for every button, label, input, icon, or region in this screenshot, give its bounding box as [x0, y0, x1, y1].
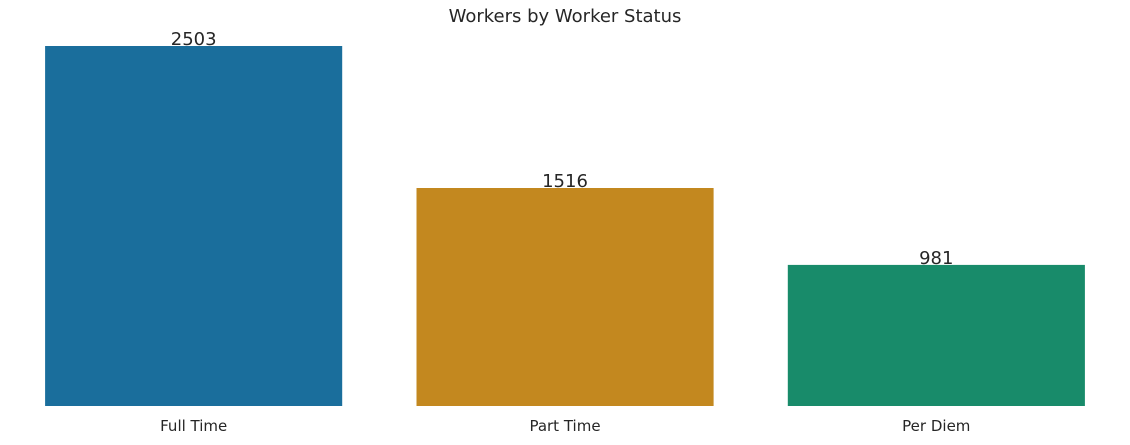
bar-full-time — [45, 46, 343, 406]
data-labels-layer: 2503 1516 981 — [171, 29, 954, 269]
bar-part-time — [416, 188, 714, 406]
data-label-part-time: 1516 — [542, 171, 588, 192]
bars-layer — [45, 46, 1085, 406]
data-label-per-diem: 981 — [919, 248, 953, 269]
bar-per-diem — [787, 264, 1085, 406]
chart-title: Workers by Worker Status — [449, 6, 682, 27]
x-tick-label-full-time: Full Time — [160, 417, 227, 435]
x-tick-label-part-time: Part Time — [529, 417, 600, 435]
x-tick-labels-layer: Full Time Part Time Per Diem — [160, 417, 970, 435]
x-tick-label-per-diem: Per Diem — [902, 417, 970, 435]
data-label-full-time: 2503 — [171, 29, 217, 50]
